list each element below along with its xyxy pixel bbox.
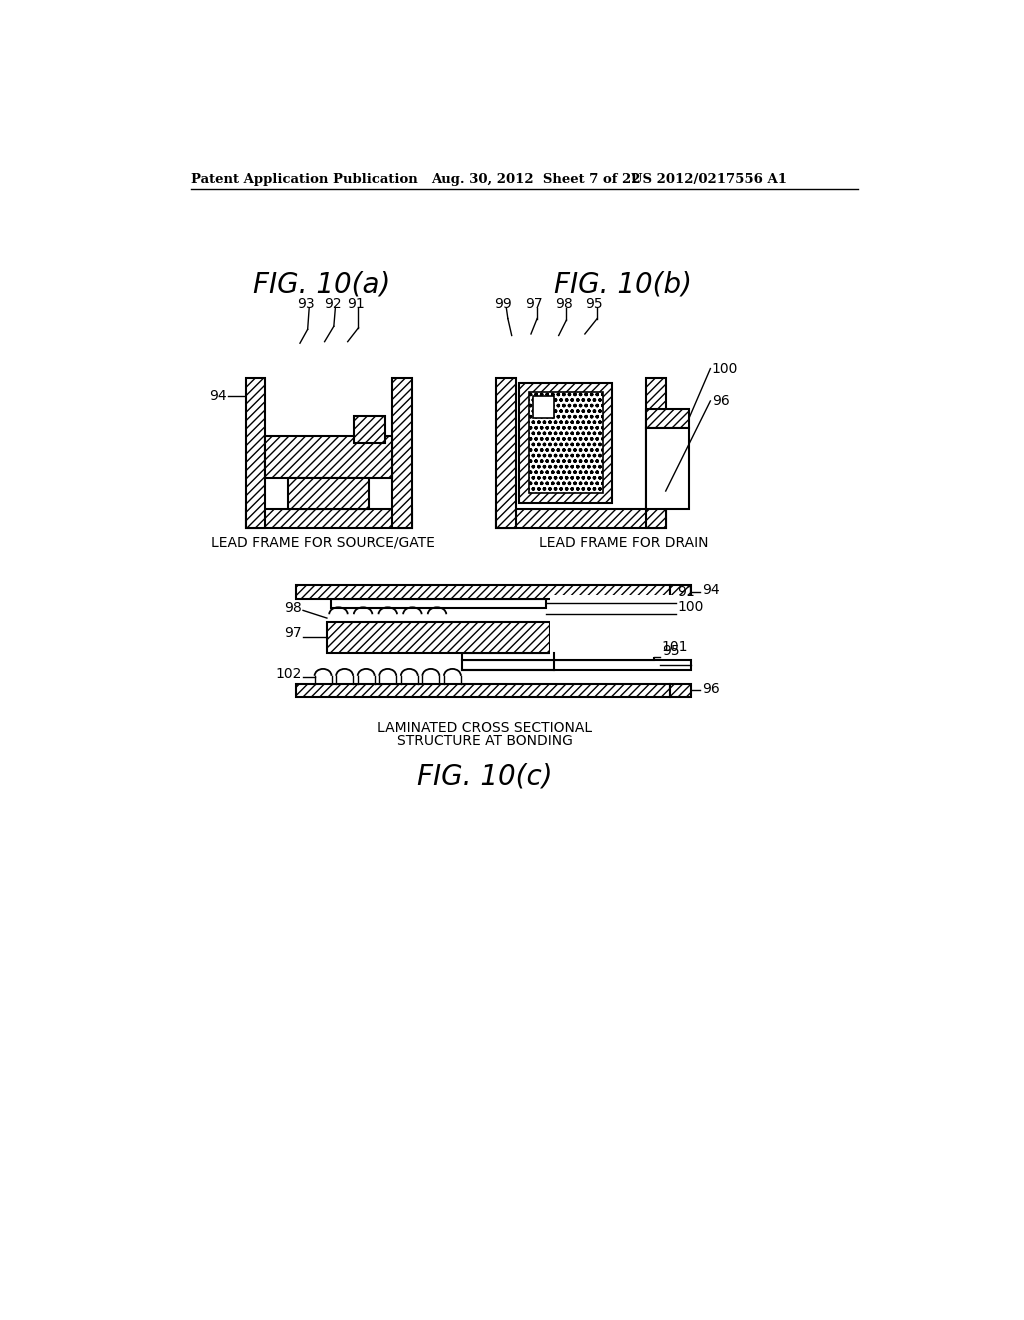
- Text: US 2012/0217556 A1: US 2012/0217556 A1: [631, 173, 787, 186]
- Text: 92: 92: [325, 297, 342, 312]
- Bar: [392, 378, 412, 528]
- Bar: [327, 622, 550, 653]
- Bar: [462, 653, 654, 660]
- Bar: [331, 599, 547, 609]
- Text: LEAD FRAME FOR DRAIN: LEAD FRAME FOR DRAIN: [539, 536, 709, 549]
- Bar: [289, 478, 370, 508]
- Bar: [497, 508, 666, 528]
- Text: FIG. 10(c): FIG. 10(c): [417, 763, 553, 791]
- Bar: [265, 436, 392, 478]
- Text: 95: 95: [586, 297, 603, 312]
- Bar: [550, 595, 696, 656]
- Text: STRUCTURE AT BONDING: STRUCTURE AT BONDING: [397, 734, 572, 747]
- Text: 97: 97: [525, 297, 543, 312]
- Text: LAMINATED CROSS SECTIONAL: LAMINATED CROSS SECTIONAL: [377, 721, 592, 734]
- Text: LEAD FRAME FOR SOURCE/GATE: LEAD FRAME FOR SOURCE/GATE: [211, 536, 435, 549]
- Bar: [246, 508, 412, 528]
- Text: 96: 96: [712, 393, 730, 408]
- Bar: [670, 684, 691, 697]
- Bar: [646, 428, 689, 508]
- Text: 100: 100: [677, 599, 703, 614]
- Bar: [497, 378, 515, 528]
- Text: 100: 100: [712, 362, 738, 376]
- Bar: [646, 409, 689, 428]
- Text: 98: 98: [555, 297, 573, 312]
- Text: FIG. 10(b): FIG. 10(b): [554, 271, 692, 298]
- Text: 101: 101: [662, 640, 688, 655]
- Bar: [532, 396, 554, 418]
- Bar: [296, 585, 670, 599]
- Bar: [646, 378, 666, 528]
- Bar: [354, 416, 385, 444]
- Text: Aug. 30, 2012  Sheet 7 of 22: Aug. 30, 2012 Sheet 7 of 22: [431, 173, 640, 186]
- Text: 98: 98: [284, 601, 301, 615]
- Text: 97: 97: [284, 627, 301, 640]
- Bar: [462, 660, 691, 669]
- Text: Patent Application Publication: Patent Application Publication: [190, 173, 418, 186]
- Bar: [246, 378, 265, 528]
- Bar: [519, 383, 611, 503]
- Text: 94: 94: [209, 388, 226, 403]
- Text: 96: 96: [701, 682, 720, 696]
- Bar: [296, 684, 670, 697]
- Text: 91: 91: [347, 297, 365, 312]
- Bar: [670, 585, 691, 599]
- Text: 94: 94: [701, 583, 720, 598]
- Text: 102: 102: [275, 668, 301, 681]
- Text: 91: 91: [677, 585, 695, 599]
- Text: FIG. 10(a): FIG. 10(a): [253, 271, 390, 298]
- Text: 93: 93: [297, 297, 315, 312]
- Bar: [528, 392, 602, 494]
- Text: 95: 95: [662, 644, 680, 659]
- Text: 99: 99: [495, 297, 512, 312]
